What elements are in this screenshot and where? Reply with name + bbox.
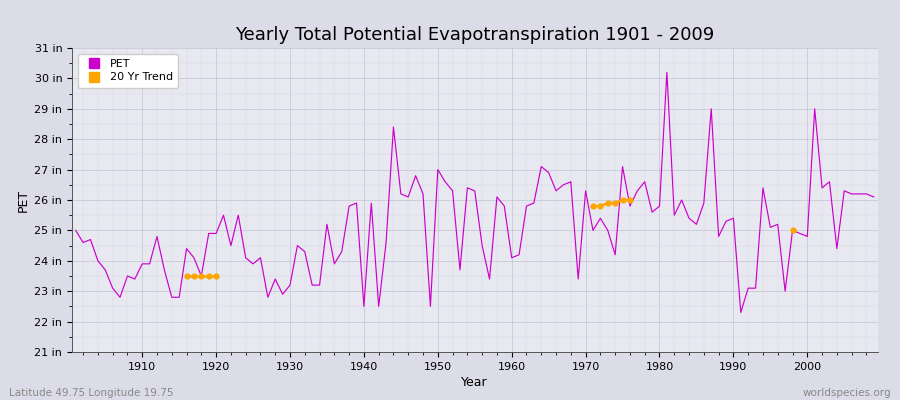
Point	[608, 200, 623, 206]
X-axis label: Year: Year	[462, 376, 488, 389]
Point	[586, 203, 600, 209]
Point	[623, 197, 637, 203]
Point	[600, 200, 615, 206]
Y-axis label: PET: PET	[17, 188, 30, 212]
Text: worldspecies.org: worldspecies.org	[803, 388, 891, 398]
Point	[186, 273, 201, 279]
Legend: PET, 20 Yr Trend: PET, 20 Yr Trend	[77, 54, 178, 88]
Point	[786, 227, 800, 234]
Text: Latitude 49.75 Longitude 19.75: Latitude 49.75 Longitude 19.75	[9, 388, 174, 398]
Title: Yearly Total Potential Evapotranspiration 1901 - 2009: Yearly Total Potential Evapotranspiratio…	[235, 26, 715, 44]
Point	[593, 203, 608, 209]
Point	[616, 197, 630, 203]
Point	[179, 273, 194, 279]
Point	[209, 273, 223, 279]
Point	[202, 273, 216, 279]
Point	[194, 273, 209, 279]
